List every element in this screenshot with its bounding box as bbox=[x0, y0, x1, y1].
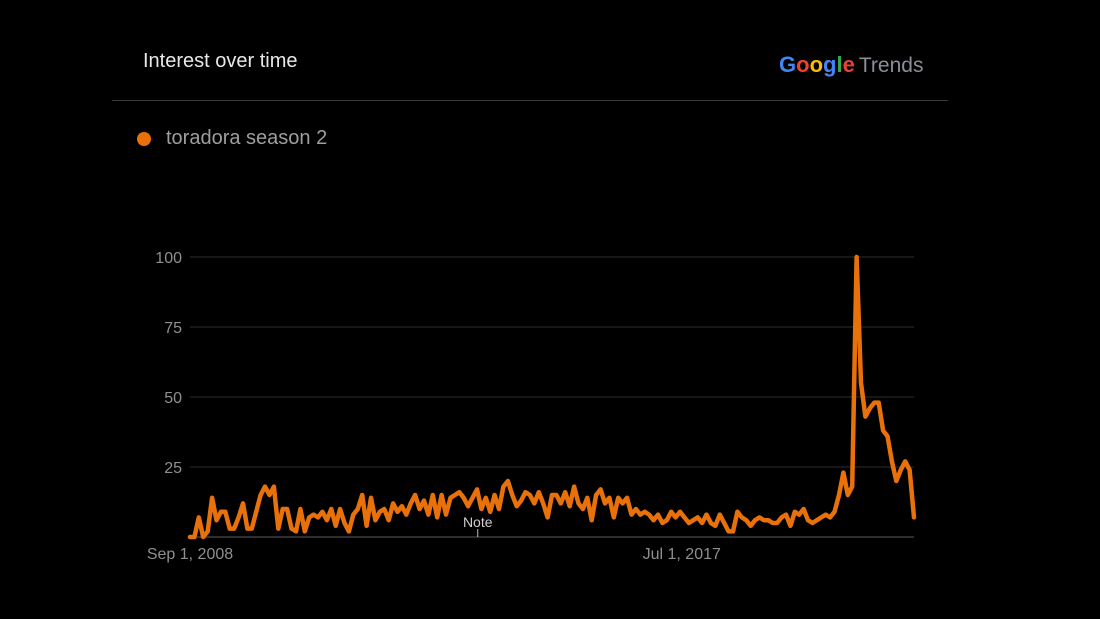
y-axis-ticks: 25 50 75 100 bbox=[155, 250, 182, 477]
x-tick-label: Jul 1, 2017 bbox=[643, 546, 721, 563]
trends-wordmark: Trends bbox=[858, 54, 924, 77]
x-tick-label: Sep 1, 2008 bbox=[147, 546, 233, 563]
google-letter: g bbox=[823, 52, 837, 77]
legend-series-dot bbox=[137, 131, 151, 146]
y-tick-label: 100 bbox=[155, 250, 182, 267]
x-axis-ticks: Sep 1, 2008 Jul 1, 2017 bbox=[147, 546, 721, 563]
annotations: Note bbox=[463, 514, 493, 537]
legend[interactable]: toradora season 2 bbox=[137, 127, 327, 150]
y-tick-label: 50 bbox=[164, 390, 182, 407]
series-line bbox=[187, 254, 917, 540]
google-letter: l bbox=[836, 52, 843, 77]
gridlines bbox=[190, 256, 914, 538]
google-letter: e bbox=[842, 52, 855, 77]
google-letter: o bbox=[796, 52, 810, 77]
google-trends-logo: Google Trends bbox=[779, 52, 923, 78]
google-letter: G bbox=[779, 52, 797, 77]
series-group bbox=[187, 254, 917, 540]
header-divider bbox=[112, 100, 948, 101]
y-tick-label: 75 bbox=[164, 320, 182, 337]
chart-title: Interest over time bbox=[143, 50, 298, 72]
google-letter: o bbox=[809, 52, 824, 77]
y-tick-label: 25 bbox=[164, 460, 182, 477]
legend-series-label: toradora season 2 bbox=[166, 127, 328, 149]
note-label: Note bbox=[463, 514, 493, 530]
google-wordmark: Google bbox=[779, 52, 855, 77]
